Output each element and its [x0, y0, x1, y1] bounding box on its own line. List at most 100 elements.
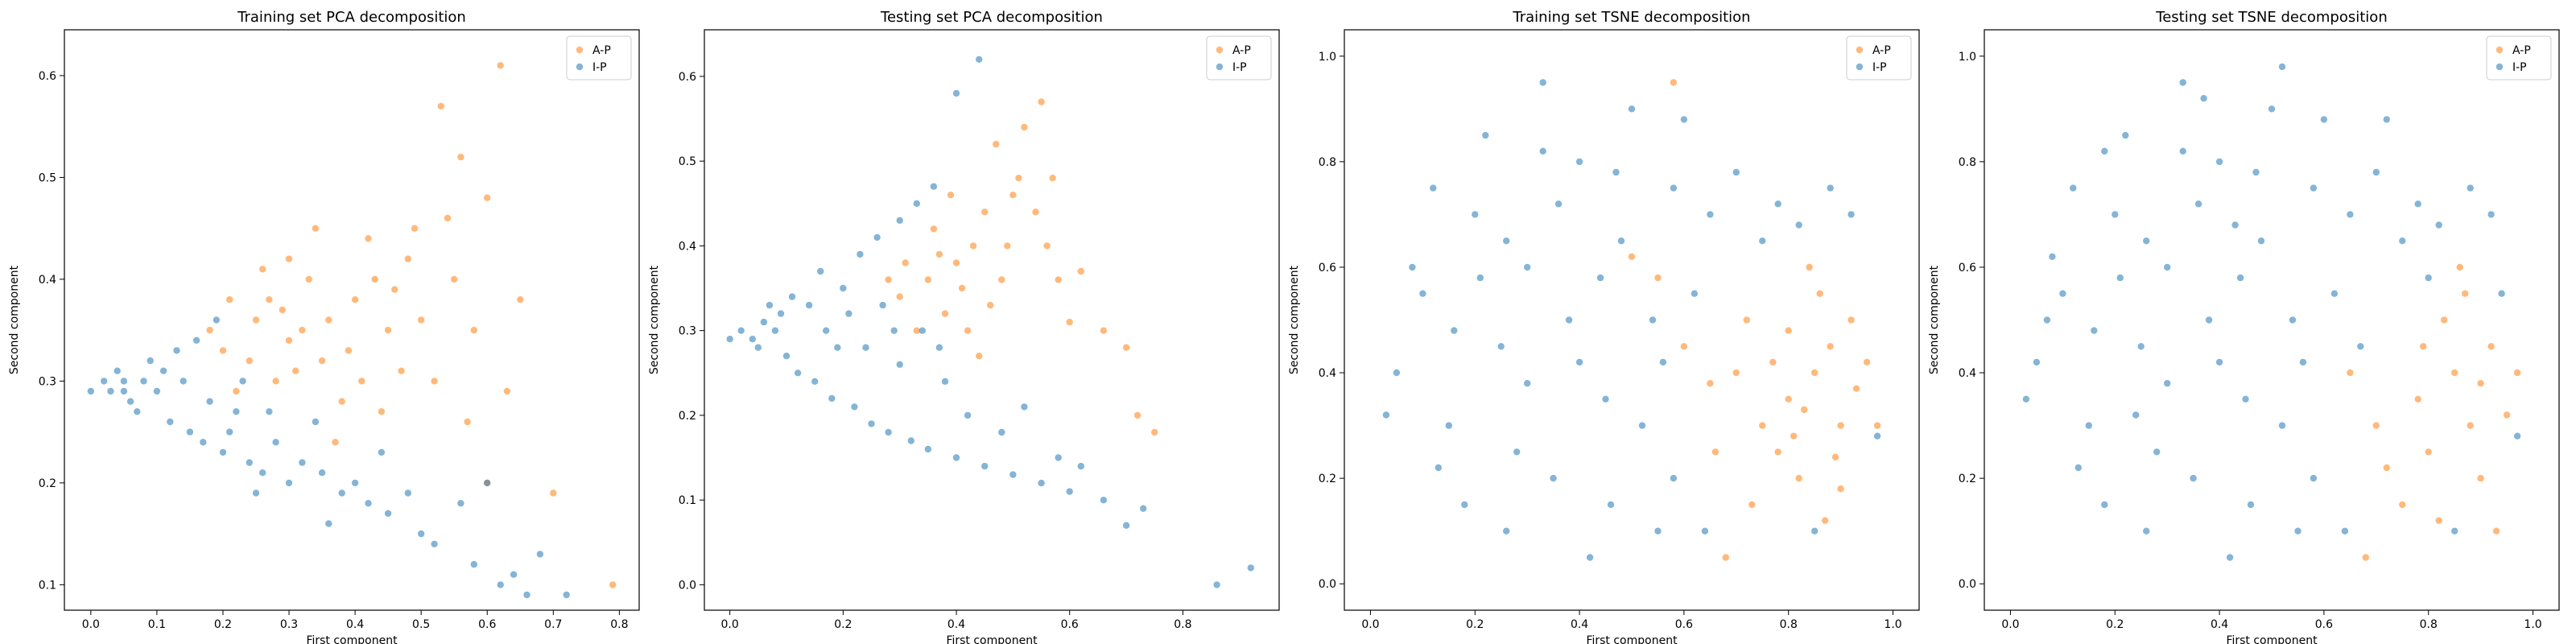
ap-point: [1722, 554, 1729, 561]
ap-point: [206, 326, 213, 334]
ip-point: [913, 200, 921, 207]
ip-point: [510, 571, 518, 578]
ip-point: [2070, 184, 2077, 192]
ap-point: [987, 301, 994, 309]
ip-point: [252, 489, 260, 497]
ap-point: [2414, 395, 2421, 402]
ip-point: [219, 448, 227, 456]
ip-point: [1513, 448, 1521, 456]
ap-point: [272, 378, 279, 385]
y-tick-label: 0.8: [1319, 156, 1336, 169]
ap-point: [1795, 474, 1802, 482]
y-tick-label: 0.2: [1319, 473, 1336, 485]
ap-point: [1837, 422, 1844, 429]
ip-point: [325, 520, 332, 527]
ap-point: [2451, 369, 2458, 377]
ip-point: [822, 327, 830, 334]
ap-point: [958, 284, 966, 292]
x-tick-label: 0.1: [148, 618, 166, 631]
x-tick-label: 0.4: [346, 618, 364, 631]
ip-point: [1550, 474, 1557, 482]
ip-point: [1701, 527, 1709, 535]
ip-point: [2215, 158, 2223, 166]
ip-point: [2143, 237, 2150, 245]
ip-point: [192, 336, 200, 344]
ip-point: [1707, 211, 1714, 218]
ip-point: [2278, 422, 2286, 429]
ip-point: [173, 347, 180, 354]
ip-point: [351, 479, 359, 487]
legend: A-P I-P: [1206, 35, 1272, 80]
ap-point: [404, 255, 411, 262]
ap-point: [418, 316, 425, 324]
ip-point: [1690, 290, 1699, 297]
ip-point: [2231, 221, 2239, 229]
ap-point: [1100, 327, 1108, 334]
ip-point: [1122, 522, 1130, 529]
ip-point: [365, 500, 372, 507]
ip-point: [2091, 327, 2098, 334]
ip-point: [101, 378, 108, 385]
ip-point: [299, 459, 306, 466]
points-group: [87, 62, 617, 599]
ip-point: [952, 89, 960, 97]
x-tick-label: 0.2: [1466, 618, 1484, 631]
ip-point: [896, 361, 903, 368]
ip-point: [771, 327, 779, 334]
ip-point: [1575, 358, 1583, 366]
ap-point: [1816, 290, 1823, 297]
ap-point: [325, 316, 332, 324]
x-tick-label: 1.0: [2524, 618, 2541, 631]
chart-title: Testing set PCA decomposition: [880, 9, 1103, 26]
ip-point: [470, 560, 477, 568]
x-tick-label: 0.0: [82, 618, 100, 631]
ap-point: [378, 408, 386, 415]
ip-point: [1213, 581, 1220, 588]
ip-point: [2435, 221, 2442, 229]
ip-point: [1654, 527, 1662, 535]
ip-point: [1382, 411, 1390, 419]
ip-point: [1680, 116, 1688, 123]
ap-point: [1769, 358, 1777, 366]
ap-point: [1790, 432, 1798, 440]
ap-point: [1077, 267, 1085, 275]
ap-point: [365, 235, 372, 242]
legend-box: [566, 35, 632, 80]
ip-point: [885, 428, 892, 436]
x-tick-label: 0.0: [1361, 618, 1379, 631]
ip-point: [153, 387, 161, 395]
y-tick-label: 0.4: [1959, 367, 1976, 380]
ip-point: [107, 387, 114, 395]
ip-point: [2294, 527, 2301, 535]
ip-point: [2101, 147, 2108, 155]
ap-point: [1038, 98, 1045, 105]
ip-point: [233, 408, 240, 415]
ap-point: [312, 225, 320, 232]
ap-point: [1015, 175, 1022, 182]
ip-point: [777, 310, 785, 317]
ap-point: [2492, 527, 2500, 535]
ap-point: [993, 140, 1000, 148]
ap-point: [2441, 316, 2448, 324]
ip-point: [1038, 479, 1045, 487]
y-tick-label: 0.4: [39, 274, 56, 287]
ap-point: [1785, 327, 1792, 334]
x-tick-label: 0.2: [2106, 618, 2124, 631]
ap-point: [391, 286, 398, 293]
legend: A-P I-P: [566, 35, 632, 80]
ip-point: [1140, 505, 1147, 512]
ap-point: [285, 336, 293, 344]
ip-point: [1100, 497, 1108, 504]
ip-point: [1497, 343, 1505, 350]
ip-point: [159, 367, 167, 374]
ap-point: [998, 276, 1005, 283]
ap-point: [246, 357, 253, 365]
ip-point: [754, 344, 762, 351]
legend-marker: [1856, 46, 1864, 54]
ip-point: [788, 293, 796, 300]
ap-point: [2462, 290, 2469, 297]
ap-point: [219, 347, 227, 354]
ip-point: [1539, 147, 1546, 155]
ap-point: [2362, 554, 2369, 561]
ap-point: [1806, 263, 1813, 271]
